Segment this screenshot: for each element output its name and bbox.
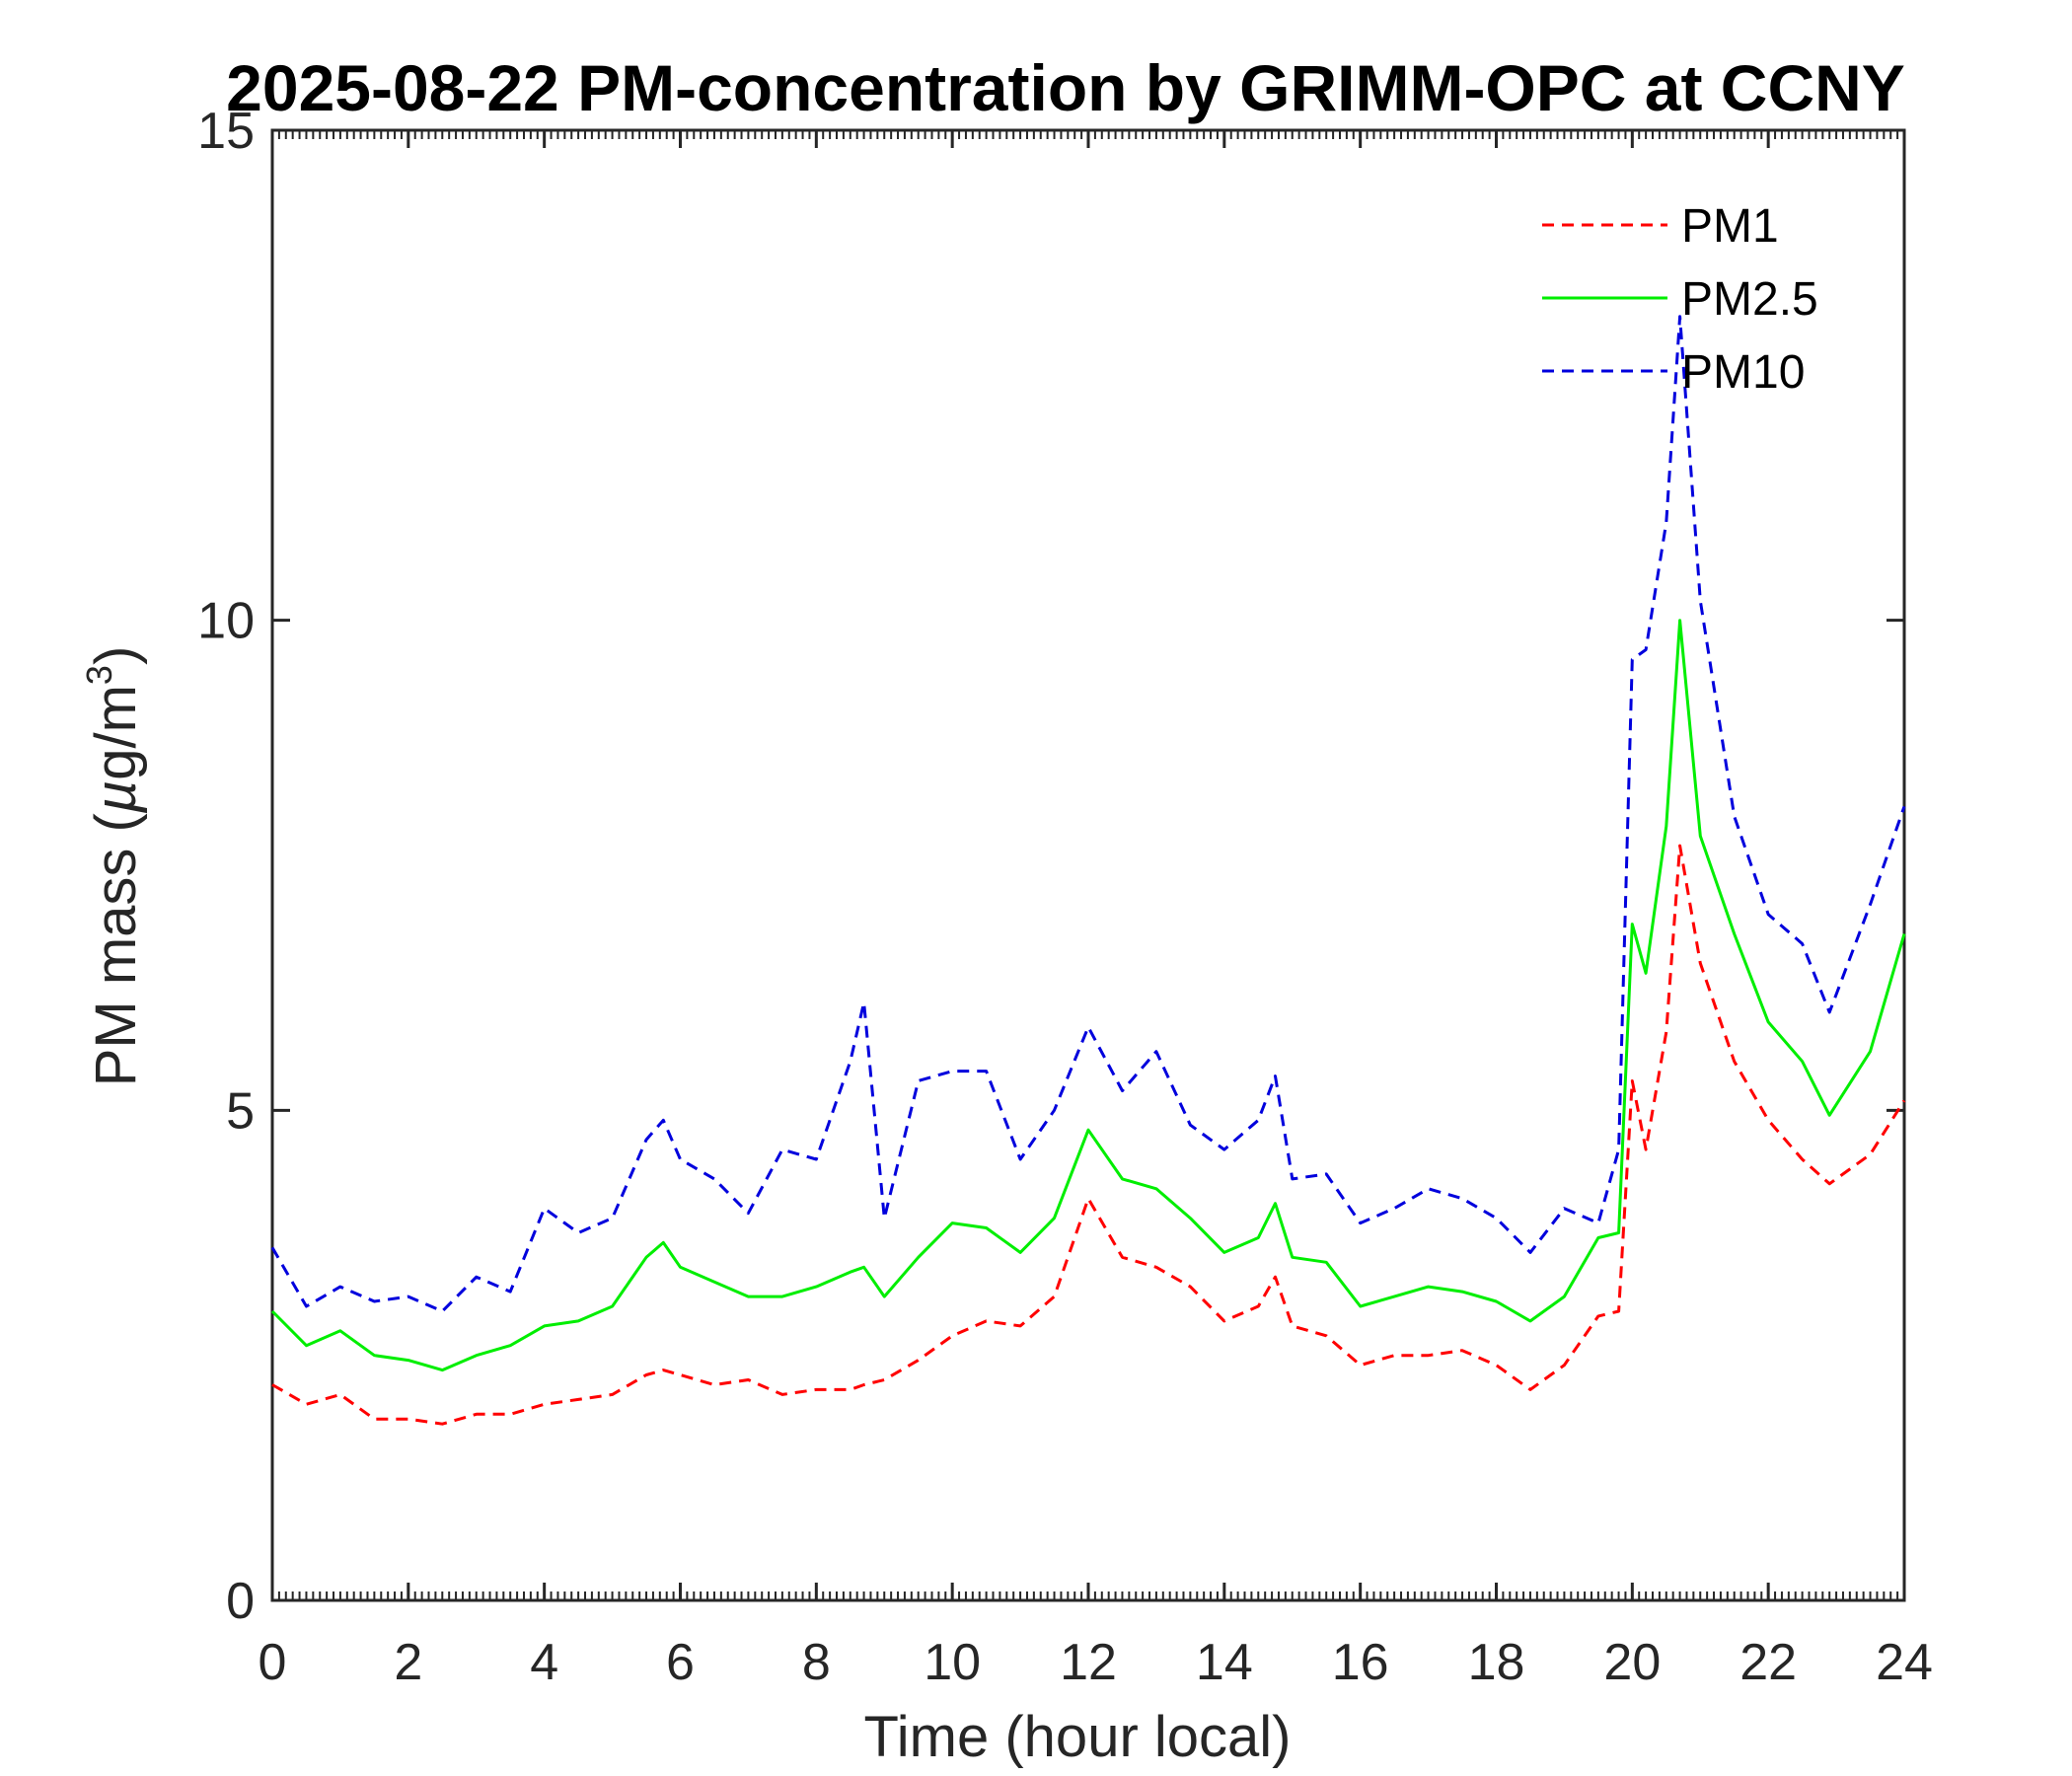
legend-label: PM10 <box>1681 346 1805 399</box>
y-axis-label-sup: 3 <box>79 665 119 685</box>
y-axis-label-unit: g/m <box>84 685 148 780</box>
y-axis-ticks: 0 5 10 15 <box>197 103 1904 1630</box>
y-tick-label: 10 <box>197 593 255 650</box>
x-tick-label: 8 <box>802 1634 831 1691</box>
x-tick-label: 0 <box>259 1634 287 1691</box>
series-line-pm10 <box>270 315 1906 1313</box>
minor-ticks <box>271 130 1905 1600</box>
x-tick-label: 6 <box>666 1634 695 1691</box>
y-axis-label: PM mass (µg/m3) <box>79 646 148 1087</box>
x-axis-label: Time (hour local) <box>864 1705 1292 1769</box>
x-tick-label: 24 <box>1876 1634 1933 1691</box>
x-tick-label: 12 <box>1060 1634 1117 1691</box>
x-axis-ticks: 0 2 4 6 8 10 12 14 16 18 20 22 24 <box>259 130 1933 1691</box>
chart-title: 2025-08-22 PM-concentration by GRIMM-OPC… <box>226 51 1905 124</box>
series-line-pm2-5 <box>270 619 1906 1372</box>
x-tick-label: 22 <box>1739 1634 1797 1691</box>
x-tick-label: 14 <box>1196 1634 1253 1691</box>
y-tick-label: 15 <box>197 103 255 160</box>
legend: PM1 PM2.5 PM10 <box>1542 200 1818 399</box>
x-tick-label: 2 <box>394 1634 422 1691</box>
series-line-pm1 <box>271 844 1906 1426</box>
x-tick-label: 20 <box>1603 1634 1661 1691</box>
series-lines <box>270 315 1906 1426</box>
legend-label: PM2.5 <box>1681 273 1818 326</box>
y-tick-label: 5 <box>226 1082 255 1140</box>
y-axis-label-mu: µ <box>84 780 148 814</box>
y-axis-label-prefix: PM mass ( <box>84 813 148 1086</box>
y-axis-label-suffix: ) <box>84 646 148 665</box>
legend-label: PM1 <box>1681 200 1779 253</box>
y-tick-label: 0 <box>226 1573 255 1630</box>
x-tick-label: 18 <box>1468 1634 1525 1691</box>
x-tick-label: 4 <box>530 1634 558 1691</box>
x-tick-label: 16 <box>1332 1634 1389 1691</box>
x-tick-label: 10 <box>924 1634 981 1691</box>
